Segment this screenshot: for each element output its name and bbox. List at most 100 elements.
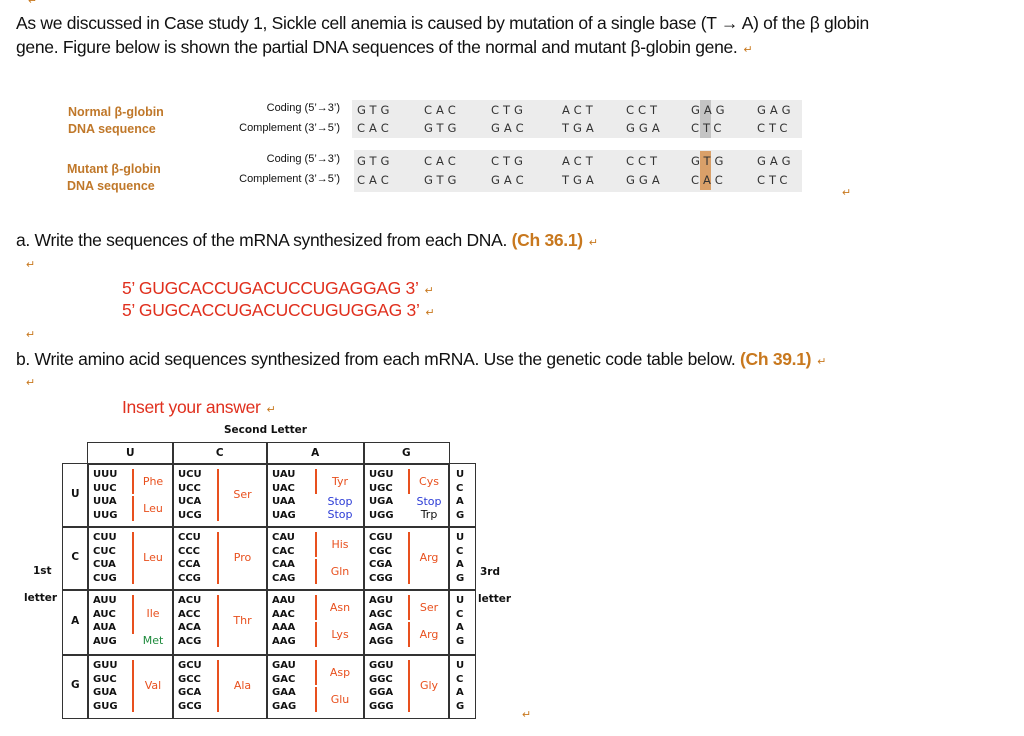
third-letter: G bbox=[456, 572, 465, 584]
intro-line-1: As we discussed in Case study 1, Sickle … bbox=[16, 13, 869, 33]
aa-bracket bbox=[132, 469, 134, 494]
codon-cell: AUU AUC AUA AUG Ile Met bbox=[87, 589, 174, 656]
codon-mutant-complement: CAC bbox=[691, 173, 727, 187]
mrna-normal-text: 5’ GUGCACCUGACUCCUGAGGAG 3’ bbox=[122, 278, 419, 298]
codon-cell: UUU UUC UUA UUG Phe Leu bbox=[87, 463, 174, 528]
codon-mutant-complement: GTG bbox=[424, 173, 461, 187]
codon: CAA bbox=[272, 559, 295, 570]
aa-bracket bbox=[132, 496, 134, 521]
amino-acid-ser: Ser bbox=[419, 600, 439, 614]
codon-cell: GCU GCC GCA GCG Ala bbox=[172, 654, 268, 719]
aa-bracket bbox=[217, 595, 219, 647]
second-letter-header: A bbox=[266, 442, 365, 465]
codon-normal-complement: GAC bbox=[491, 121, 528, 135]
third-letter: G bbox=[456, 509, 465, 521]
amino-acid-phe: Phe bbox=[142, 474, 164, 488]
question-b-ref: (Ch 39.1) bbox=[740, 349, 812, 369]
third-letter: A bbox=[456, 687, 464, 698]
amino-acid-trp: Trp bbox=[420, 508, 438, 522]
codon: UUA bbox=[93, 496, 117, 507]
codon: CUC bbox=[93, 545, 116, 557]
amino-acid-cys: Cys bbox=[419, 474, 439, 488]
codon: UGC bbox=[369, 482, 393, 494]
codon: CGG bbox=[369, 572, 393, 584]
codon: UCG bbox=[178, 509, 202, 521]
aa-bracket bbox=[217, 532, 219, 584]
codon: AGU bbox=[369, 595, 394, 606]
codon-normal-coding: CCT bbox=[626, 103, 662, 117]
codon: GUC bbox=[93, 673, 117, 685]
codon: GUG bbox=[93, 700, 118, 712]
intro-line-2: gene. Figure below is shown the partial … bbox=[16, 37, 753, 58]
header-base: C bbox=[215, 447, 224, 459]
second-letter-label: Second Letter bbox=[224, 424, 307, 436]
header-base: U bbox=[125, 447, 135, 459]
codon-normal-coding: GAG bbox=[691, 103, 729, 117]
paragraph-mark: ↵ bbox=[26, 377, 36, 389]
codon-mutant-coding: GTG bbox=[357, 154, 394, 168]
aa-bracket bbox=[217, 660, 219, 712]
amino-acid-asp: Asp bbox=[329, 665, 351, 679]
codon: GCU bbox=[178, 660, 202, 671]
codon-mutant-coding: CCT bbox=[626, 154, 662, 168]
codon-normal-coding: GTG bbox=[357, 103, 394, 117]
aa-bracket bbox=[132, 660, 134, 712]
codon: CAU bbox=[272, 532, 295, 543]
codon: GGU bbox=[369, 660, 394, 671]
codon: UUU bbox=[93, 469, 118, 480]
first-letter-label-2: letter bbox=[24, 592, 58, 604]
codon: UAC bbox=[272, 482, 295, 494]
codon-mutant-coding: GTG bbox=[691, 154, 728, 168]
codon: CGC bbox=[369, 545, 392, 557]
paragraph-mark: ↵ bbox=[28, 0, 38, 7]
mutant-complement-label: Complement (3’→5’) bbox=[239, 173, 340, 185]
first-letter: A bbox=[71, 614, 80, 627]
codon-cell: CUU CUC CUA CUG Leu bbox=[87, 526, 174, 591]
mrna-mutant-text: 5’ GUGCACCUGACUCCUGUGGAG 3’ bbox=[122, 300, 420, 320]
third-letter: U bbox=[456, 532, 465, 543]
paragraph-mark: ↵ bbox=[26, 329, 36, 341]
codon: UAU bbox=[272, 469, 296, 480]
aa-bracket bbox=[408, 532, 410, 584]
codon-cell: UGU UGC UGA UGG Cys Stop Trp bbox=[363, 463, 450, 528]
third-letter: U bbox=[456, 595, 465, 606]
codon-normal-complement: GTG bbox=[424, 121, 461, 135]
mrna-normal[interactable]: 5’ GUGCACCUGACUCCUGAGGAG 3’ ↵ bbox=[122, 278, 434, 299]
mutation-highlight bbox=[700, 151, 712, 171]
amino-acid-thr: Thr bbox=[233, 614, 252, 627]
answer-b-placeholder: Insert your answer bbox=[122, 397, 261, 417]
codon-mutant-complement: GGA bbox=[626, 173, 664, 187]
codon-cell: CAU CAC CAA CAG His Gln bbox=[266, 526, 365, 591]
codon-cell: GUU GUC GUA GUG Val bbox=[87, 654, 174, 719]
codon: CAG bbox=[272, 572, 296, 584]
amino-acid-gln: Gln bbox=[330, 564, 350, 578]
codon: UUC bbox=[93, 482, 117, 494]
header-base: A bbox=[311, 447, 320, 459]
codon: AUC bbox=[93, 608, 116, 620]
codon: CCG bbox=[178, 572, 201, 584]
codon: GCA bbox=[178, 687, 202, 698]
codon-cell: GAU GAC GAA GAG Asp Glu bbox=[266, 654, 365, 719]
codon: UAA bbox=[272, 496, 296, 507]
third-letter: A bbox=[456, 559, 464, 570]
question-a-text: a. Write the sequences of the mRNA synth… bbox=[16, 230, 508, 250]
question-a-ref: (Ch 36.1) bbox=[511, 230, 584, 250]
paragraph-mark: ↵ bbox=[522, 709, 532, 721]
codon: GAG bbox=[272, 700, 297, 712]
first-letter: G bbox=[70, 678, 80, 691]
mrna-mutant[interactable]: 5’ GUGCACCUGACUCCUGUGGAG 3’ ↵ bbox=[122, 300, 435, 321]
aa-bracket bbox=[408, 595, 410, 620]
header-base: G bbox=[401, 447, 411, 459]
third-letter: C bbox=[456, 608, 464, 620]
amino-acid-pro: Pro bbox=[233, 551, 252, 564]
answer-b-field[interactable]: Insert your answer ↵ bbox=[122, 397, 276, 418]
mutant-coding-label: Coding (5’→3’) bbox=[266, 153, 340, 165]
codon-mutant-coding: CAC bbox=[424, 154, 460, 168]
codon: GCC bbox=[178, 673, 201, 685]
third-letter: U bbox=[456, 660, 465, 671]
first-letter-label-1: 1st bbox=[33, 565, 52, 577]
normal-coding-label: Coding (5’→3’) bbox=[266, 102, 340, 114]
amino-acid-val: Val bbox=[144, 679, 162, 692]
